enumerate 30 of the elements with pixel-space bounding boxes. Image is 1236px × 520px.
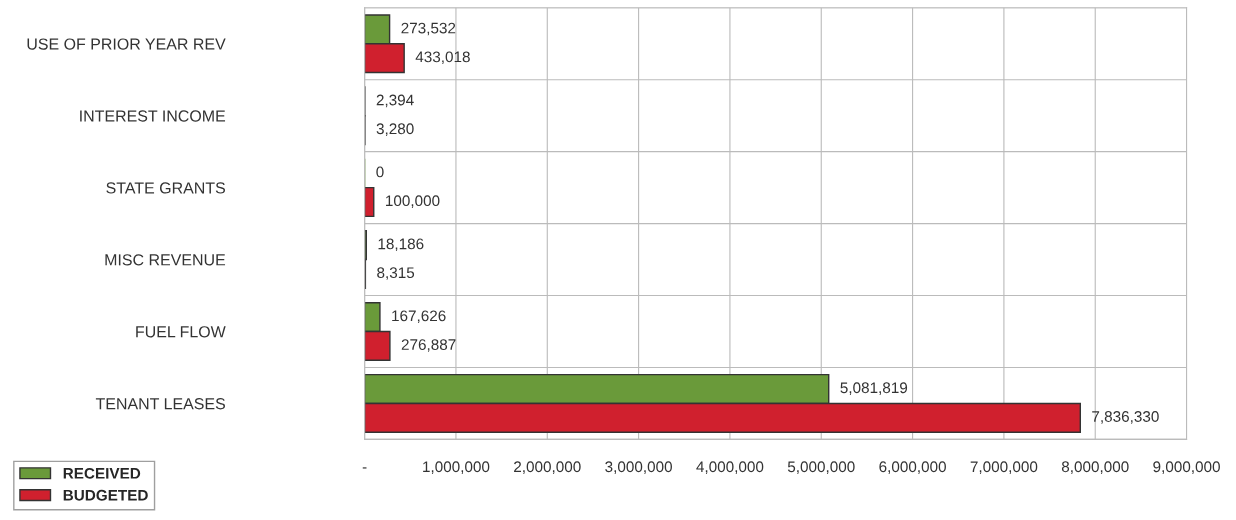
x-tick-label: 1,000,000 — [423, 461, 490, 474]
x-tick-label: 9,000,000 — [1153, 461, 1220, 474]
x-tick-label: 8,000,000 — [1061, 461, 1129, 474]
data-label: 273,532 — [401, 22, 456, 36]
data-label: 167,626 — [392, 310, 446, 324]
legend-label: BUDGETED — [63, 489, 148, 501]
y-tick-label: FUEL FLOW — [136, 326, 226, 338]
data-label: 3,280 — [376, 123, 414, 136]
x-tick-label: 4,000,000 — [696, 461, 764, 474]
data-label: 2,394 — [376, 94, 414, 108]
data-label: 7,836,330 — [1092, 411, 1159, 424]
y-tick-label: INTEREST INCOME — [80, 110, 226, 122]
y-tick-label: USE OF PRIOR YEAR REV — [27, 38, 226, 50]
data-label: 0 — [376, 166, 384, 178]
x-tick-label: 6,000,000 — [879, 461, 946, 474]
data-label: 100,000 — [386, 195, 440, 208]
x-tick-label: - — [362, 467, 367, 469]
x-tick-label: 2,000,000 — [514, 461, 581, 474]
x-tick-label: 7,000,000 — [970, 461, 1038, 474]
y-tick-label: TENANT LEASES — [95, 398, 225, 410]
data-label: 433,018 — [415, 51, 470, 65]
legend-label: RECEIVED — [63, 467, 141, 479]
data-label: 8,315 — [377, 267, 415, 280]
data-label: 276,887 — [401, 339, 456, 352]
data-label: 5,081,819 — [840, 382, 908, 395]
x-tick-label: 3,000,000 — [605, 461, 672, 474]
y-tick-label: MISC REVENUE — [105, 254, 226, 266]
y-tick-label: STATE GRANTS — [106, 182, 225, 194]
data-label: 18,186 — [378, 238, 424, 252]
x-tick-label: 5,000,000 — [787, 461, 855, 474]
